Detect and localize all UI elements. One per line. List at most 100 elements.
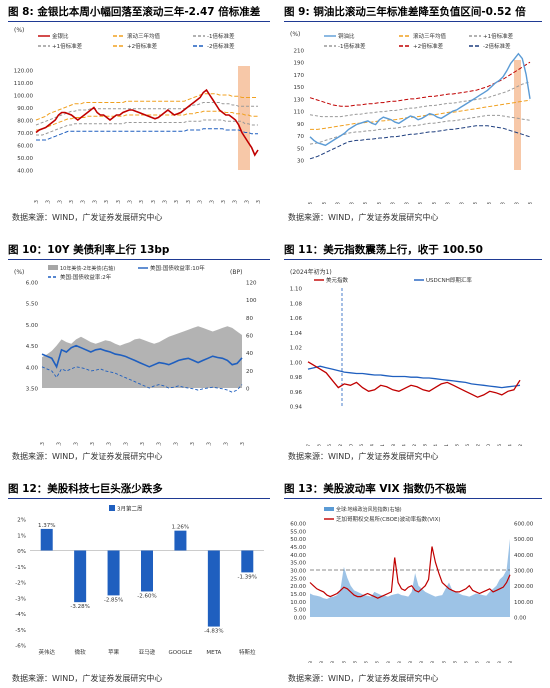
bar-ytick: -1% bbox=[15, 565, 26, 571]
highlight-band bbox=[514, 60, 521, 170]
dxy-xtick: 2025-05-22 bbox=[338, 444, 344, 446]
dxy-xtick: 2025-11-28 bbox=[454, 444, 460, 446]
bar-ytick: 1% bbox=[17, 533, 26, 539]
bar-data-label: 1.26% bbox=[172, 525, 189, 531]
unit-left: (%) bbox=[14, 269, 24, 276]
series-band-2 bbox=[309, 81, 531, 118]
bar-ytick: -5% bbox=[15, 628, 26, 634]
dxy-xtick: 2025-10-08 bbox=[423, 444, 429, 446]
vix-xtick: 2023-09-13 bbox=[341, 661, 347, 663]
vix-xtick: 2023-03-13 bbox=[308, 661, 314, 663]
vix-ytick: 40.00 bbox=[290, 553, 306, 559]
gs-xtick: 2022-09-13 bbox=[92, 200, 98, 204]
bar-1 bbox=[74, 550, 87, 603]
us-treasury-yield-chart: (%) (BP) 3.50 4.00 4.50 5.00 5.50 6.00 0 20 40 60 80… bbox=[14, 264, 257, 446]
vix-xtick: 2026-03-13 bbox=[508, 661, 514, 663]
ust-xtick: 2026-03-13 bbox=[240, 442, 246, 446]
ust-xtick: 2025-05-13 bbox=[73, 442, 79, 446]
dxy-ytick: 1.04 bbox=[290, 331, 303, 337]
gs-xtick: 2023-03-13 bbox=[116, 200, 122, 204]
gs-xtick: 2023-12-13 bbox=[151, 200, 157, 204]
copper-oil-ratio-chart: (%) 30 50 70 90 110 130 150 170 190 210 铜油比 滚动三年均值 +1… bbox=[290, 31, 534, 204]
gs-xtick: 2025-12-13 bbox=[244, 200, 250, 204]
bar-ytick: -4% bbox=[15, 612, 26, 618]
series-usdcnh bbox=[307, 365, 521, 389]
dxy-xtick: 2025-11-11 bbox=[444, 444, 450, 446]
gs-legend-label: -2倍标准差 bbox=[207, 42, 235, 50]
co-legend-label: -2倍标准差 bbox=[483, 42, 511, 50]
co-xtick: 2026-03-13 bbox=[528, 202, 534, 204]
gs-xtick: 2024-12-13 bbox=[198, 200, 204, 204]
dxy-ytick: 1.10 bbox=[290, 287, 303, 293]
gs-xtick: 2025-06-13 bbox=[221, 200, 227, 204]
co-xtick: 2023-03-13 bbox=[363, 202, 369, 204]
vix-xtick: 2023-05-13 bbox=[319, 661, 325, 663]
gs-legend-label: +2倍标准差 bbox=[127, 42, 158, 50]
co-xtick: 2023-06-13 bbox=[377, 202, 383, 204]
dxy-ytick: 1.08 bbox=[290, 301, 303, 307]
dxy-xtick: 2025-04-15 bbox=[317, 444, 323, 446]
co-ytick: 210 bbox=[294, 49, 305, 55]
ust-right-ytick: 120 bbox=[246, 281, 257, 287]
bar-2 bbox=[107, 550, 120, 596]
co-xtick: 2025-03-13 bbox=[473, 202, 479, 204]
ust-xtick: 2025-08-13 bbox=[123, 442, 129, 446]
co-xtick: 2022-06-13 bbox=[322, 202, 328, 204]
bar-category-label: 亚马逊 bbox=[139, 648, 156, 656]
figure-9-source: 数据来源：WIND，广发证券发展研究中心 bbox=[288, 213, 439, 222]
series-10y-yield bbox=[41, 344, 243, 369]
vix-legend-label: 全球:地缘政治风险指数(右轴) bbox=[336, 506, 402, 513]
bar-category-label: 微软 bbox=[75, 648, 87, 656]
ust-right-ytick: 60 bbox=[246, 334, 253, 340]
figure-8-rule bbox=[8, 21, 270, 22]
dxy-xtick: 2025-08-18 bbox=[391, 444, 397, 446]
bar-ytick: 0% bbox=[17, 549, 26, 555]
co-ytick: 30 bbox=[297, 159, 304, 165]
ust-legend-label: 10年美债-2年美债(右轴) bbox=[60, 265, 115, 272]
gs-ytick: 110.00 bbox=[14, 81, 34, 87]
gs-xtick: 2021-12-13 bbox=[57, 200, 63, 204]
co-ytick: 90 bbox=[297, 122, 304, 128]
vix-xtick: 2025-07-13 bbox=[464, 661, 470, 663]
vix-ytick: 30.00 bbox=[290, 569, 306, 575]
co-xtick: 2022-09-13 bbox=[336, 202, 342, 204]
gs-xtick: 2025-03-13 bbox=[209, 200, 215, 204]
gs-xtick: 2022-12-13 bbox=[104, 200, 110, 204]
series-band-5 bbox=[309, 125, 531, 160]
vix-xtick: 2025-01-13 bbox=[430, 661, 436, 663]
vix-xtick: 2025-09-13 bbox=[475, 661, 481, 663]
figure-8-source: 数据来源：WIND，广发证券发展研究中心 bbox=[12, 213, 163, 222]
gs-xtick: 2021-06-13 bbox=[34, 200, 40, 204]
bar-data-label: -2.85% bbox=[104, 597, 123, 603]
dxy-xtick: 2025-03-27 bbox=[306, 444, 312, 446]
vix-ytick: 5.00 bbox=[294, 608, 307, 614]
vix-right-ytick: 400.00 bbox=[514, 553, 534, 559]
bar-data-label: -1.39% bbox=[238, 574, 257, 580]
dxy-xtick: 2025-07-14 bbox=[370, 444, 376, 446]
co-xtick: 2024-03-13 bbox=[418, 202, 424, 204]
gs-legend-label: +1倍标准差 bbox=[52, 42, 83, 50]
co-legend-label: 滚动三年均值 bbox=[413, 32, 447, 40]
bar-5 bbox=[207, 550, 220, 627]
ust-xtick: 2025-10-13 bbox=[157, 442, 163, 446]
series-10y-2y-spread-area bbox=[42, 326, 242, 388]
figure-12-source: 数据来源：WIND，广发证券发展研究中心 bbox=[12, 674, 163, 683]
ust-legend-label: 美国:国债收益率:10年 bbox=[150, 264, 205, 272]
bar-ytick: -2% bbox=[15, 581, 26, 587]
co-ytick: 190 bbox=[294, 61, 305, 67]
co-ytick: 170 bbox=[294, 73, 305, 79]
dxy-xtick: 2026-01-02 bbox=[476, 444, 482, 446]
gs-ytick: 90.00 bbox=[17, 106, 33, 112]
vix-right-ytick: 100.00 bbox=[514, 600, 534, 606]
vix-xtick: 2025-03-13 bbox=[441, 661, 447, 663]
co-xtick: 2024-09-13 bbox=[446, 202, 452, 204]
co-xtick: 2024-12-13 bbox=[459, 202, 465, 204]
figure-13-rule bbox=[284, 498, 542, 499]
co-xtick: 2024-06-13 bbox=[432, 202, 438, 204]
co-legend-label: -1倍标准差 bbox=[338, 42, 366, 50]
vix-xtick: 2024-09-13 bbox=[408, 661, 414, 663]
co-xtick: 2025-09-13 bbox=[501, 202, 507, 204]
gold-silver-ratio-chart: (%) 40.00 50.00 60.00 70.00 80.00 90.00 100.00 1… bbox=[14, 27, 262, 204]
unit-label: (2024年初为1) bbox=[290, 268, 332, 276]
vix-right-ytick: 600.00 bbox=[514, 522, 534, 528]
